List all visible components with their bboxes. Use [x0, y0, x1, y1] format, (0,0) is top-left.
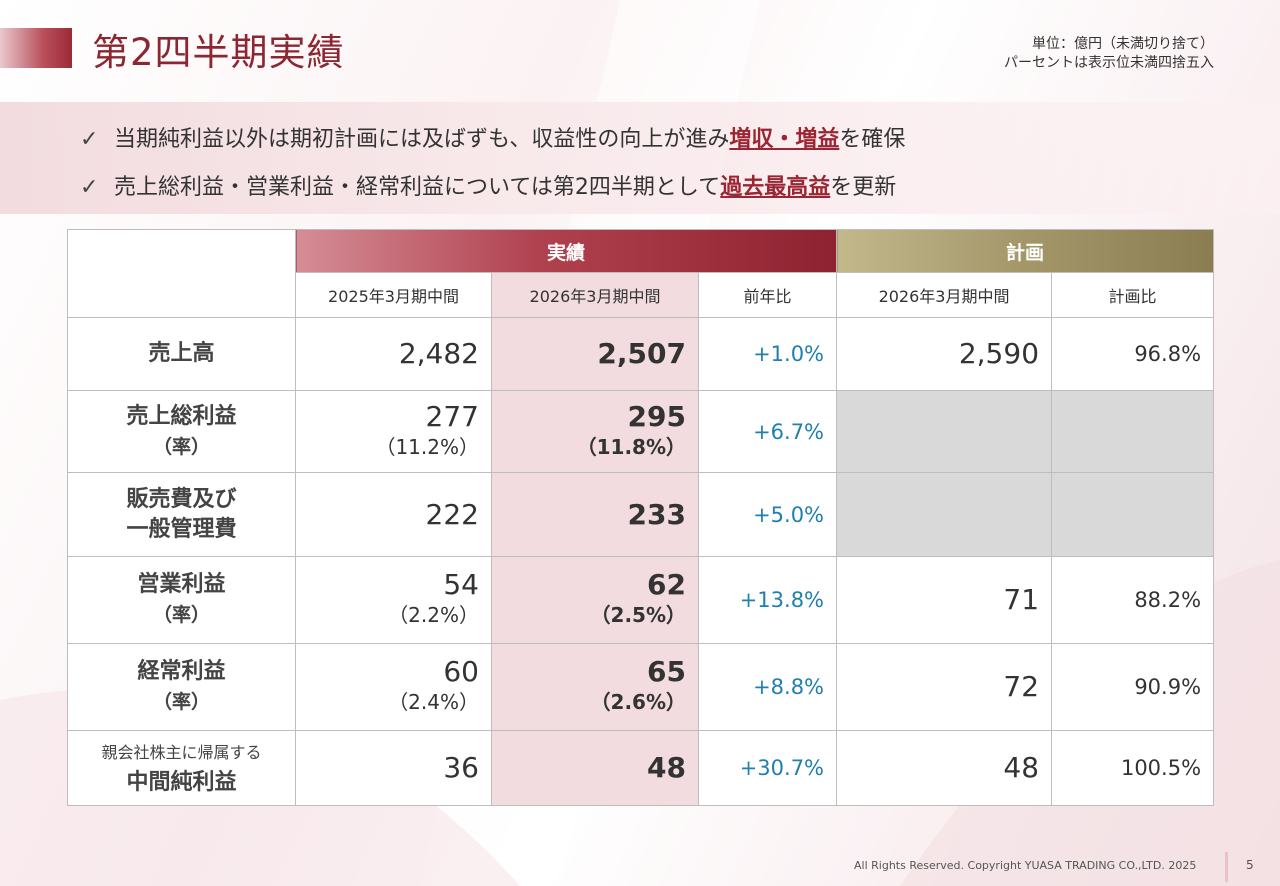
- bullet-1-text: 当期純利益以外は期初計画には及ばずも、収益性の向上が進み: [114, 127, 730, 152]
- curr-rate: （2.5%）: [590, 603, 686, 627]
- plan-ratio-value: 90.9%: [1051, 643, 1215, 731]
- curr-value: 295 （11.8%）: [491, 390, 699, 473]
- row-label: 販売費及び 一般管理費: [67, 472, 296, 557]
- curr-rate: （11.8%）: [576, 434, 686, 459]
- unit-note-line1: 単位：億円（未満切り捨て）: [1032, 36, 1214, 52]
- table-row: 売上高 2,482 2,507 +1.0% 2,590 96.8%: [67, 317, 1215, 391]
- prev-amount: 60: [443, 655, 479, 688]
- row-label-sub: （率）: [152, 691, 210, 713]
- prev-rate: （11.2%）: [375, 434, 479, 459]
- plan-ratio-value: 88.2%: [1051, 556, 1215, 644]
- col-header-yoy: 前年比: [697, 272, 838, 318]
- prev-value: 36: [295, 730, 492, 806]
- bullet-1: ✓ 当期純利益以外は期初計画には及ばずも、収益性の向上が進み増収・増益を確保: [80, 121, 905, 153]
- prev-rate: （2.2%）: [388, 603, 479, 627]
- curr-rate: （2.6%）: [590, 690, 686, 714]
- prev-value: 60 （2.4%）: [295, 643, 492, 731]
- curr-value: 233: [491, 472, 699, 557]
- table-row: 親会社株主に帰属する 中間純利益 36 48 +30.7% 48 100.5%: [67, 730, 1215, 806]
- col-header-plan: 2026年3月期中間: [836, 272, 1053, 318]
- bullet-2-highlight: 過去最高益: [720, 175, 831, 200]
- curr-value: 48: [491, 730, 699, 806]
- curr-value: 2,507: [491, 317, 699, 391]
- table-row: 販売費及び 一般管理費 222 233 +5.0%: [67, 472, 1215, 557]
- plan-value: 48: [836, 730, 1053, 806]
- plan-value-empty: [836, 390, 1053, 473]
- prev-amount: 54: [443, 568, 479, 601]
- plan-ratio-value: 100.5%: [1051, 730, 1215, 806]
- yoy-value: +13.8%: [697, 556, 838, 644]
- plan-value-empty: [836, 472, 1053, 557]
- col-header-plan-ratio: 計画比: [1051, 272, 1215, 318]
- prev-rate: （2.4%）: [388, 690, 479, 714]
- plan-ratio-empty: [1051, 390, 1215, 473]
- header-blank: [67, 229, 296, 318]
- curr-amount: 65: [647, 655, 686, 688]
- prev-value: 222: [295, 472, 492, 557]
- header-plan: 計画: [836, 229, 1215, 273]
- page-number: 5: [1246, 858, 1254, 872]
- row-label-main: 販売費及び: [126, 486, 237, 512]
- row-label-main: 経常利益: [137, 659, 226, 684]
- row-label: 経常利益 （率）: [67, 643, 296, 731]
- footer-copyright: All Rights Reserved. Copyright YUASA TRA…: [854, 859, 1197, 872]
- plan-ratio-empty: [1051, 472, 1215, 557]
- table-row: 経常利益 （率） 60 （2.4%） 65 （2.6%） +8.8% 72 90…: [67, 643, 1215, 731]
- row-label-prefix: 親会社株主に帰属する: [101, 743, 262, 762]
- plan-ratio-value: 96.8%: [1051, 317, 1215, 391]
- unit-note: 単位：億円（未満切り捨て） パーセントは表示位未満四捨五入: [1004, 35, 1214, 73]
- yoy-value: +6.7%: [697, 390, 838, 473]
- curr-value: 65 （2.6%）: [491, 643, 699, 731]
- row-label-main: 売上総利益: [126, 403, 237, 429]
- page-title: 第2四半期実績: [92, 31, 345, 74]
- col-header-curr: 2026年3月期中間: [491, 272, 699, 318]
- row-label-sub: （率）: [152, 435, 210, 458]
- prev-value: 277 （11.2%）: [295, 390, 492, 473]
- row-label: 営業利益 （率）: [67, 556, 296, 644]
- check-icon: ✓: [80, 127, 99, 152]
- bullet-2-text: 売上総利益・営業利益・経常利益については第2四半期として: [114, 175, 721, 200]
- col-header-prev: 2025年3月期中間: [295, 272, 492, 318]
- footer-divider: [1225, 852, 1228, 882]
- bullet-1-highlight: 増収・増益: [729, 127, 840, 152]
- header-actual: 実績: [294, 229, 838, 273]
- row-label: 親会社株主に帰属する 中間純利益: [67, 730, 296, 806]
- yoy-value: +5.0%: [697, 472, 838, 557]
- plan-value: 71: [836, 556, 1053, 644]
- bullet-1-suffix: を確保: [839, 127, 906, 152]
- prev-amount: 277: [425, 399, 479, 433]
- curr-amount: 62: [647, 568, 686, 601]
- bullet-2-suffix: を更新: [830, 175, 897, 200]
- row-label-main: 中間純利益: [126, 770, 237, 795]
- row-label: 売上総利益 （率）: [67, 390, 296, 473]
- yoy-value: +1.0%: [697, 317, 838, 391]
- summary-band: [0, 102, 1280, 214]
- prev-value: 54 （2.2%）: [295, 556, 492, 644]
- plan-value: 72: [836, 643, 1053, 731]
- table-row: 売上総利益 （率） 277 （11.2%） 295 （11.8%） +6.7%: [67, 390, 1215, 473]
- curr-value: 62 （2.5%）: [491, 556, 699, 644]
- row-label-main: 営業利益: [137, 572, 226, 597]
- bullet-2: ✓ 売上総利益・営業利益・経常利益については第2四半期として過去最高益を更新: [80, 169, 896, 201]
- row-label: 売上高: [67, 317, 296, 391]
- yoy-value: +8.8%: [697, 643, 838, 731]
- title-accent-bar: [0, 28, 72, 68]
- row-label-main: 売上高: [148, 341, 215, 366]
- check-icon: ✓: [80, 175, 99, 200]
- table-row: 営業利益 （率） 54 （2.2%） 62 （2.5%） +13.8% 71 8…: [67, 556, 1215, 644]
- row-label-sub: （率）: [152, 604, 210, 626]
- curr-amount: 295: [627, 399, 686, 433]
- unit-note-line2: パーセントは表示位未満四捨五入: [1004, 55, 1214, 71]
- plan-value: 2,590: [836, 317, 1053, 391]
- row-label-sub: 一般管理費: [126, 516, 237, 542]
- results-table: 実績 計画 2025年3月期中間 2026年3月期中間 前年比 2026年3月期…: [67, 229, 1215, 806]
- yoy-value: +30.7%: [697, 730, 838, 806]
- prev-value: 2,482: [295, 317, 492, 391]
